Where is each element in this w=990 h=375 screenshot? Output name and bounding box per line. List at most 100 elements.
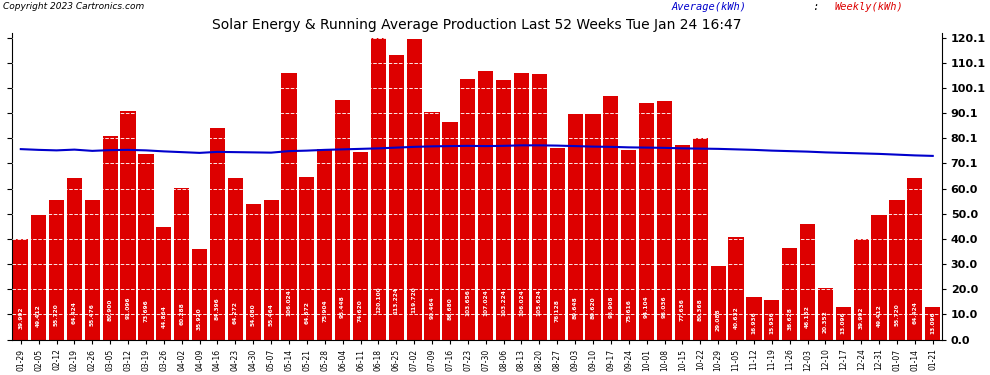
Text: 55.720: 55.720 [895, 303, 900, 326]
Bar [478, 70, 493, 339]
Text: 55.720: 55.720 [54, 303, 59, 326]
Text: 15.936: 15.936 [769, 311, 774, 334]
Text: 120.100: 120.100 [376, 286, 381, 313]
Text: 105.624: 105.624 [537, 289, 542, 316]
Text: Copyright 2023 Cartronics.com: Copyright 2023 Cartronics.com [3, 2, 144, 11]
Text: 75.616: 75.616 [627, 299, 632, 322]
Text: 55.476: 55.476 [90, 303, 95, 326]
Bar [818, 288, 833, 339]
Bar [657, 101, 672, 339]
Bar [603, 96, 619, 339]
Text: 20.352: 20.352 [823, 310, 828, 333]
Text: 54.080: 54.080 [250, 303, 255, 326]
Text: 40.632: 40.632 [734, 306, 739, 329]
Bar [139, 154, 153, 339]
Text: 64.424: 64.424 [913, 301, 918, 324]
Text: 29.088: 29.088 [716, 309, 721, 331]
Text: 90.464: 90.464 [430, 296, 435, 319]
Bar [425, 112, 440, 339]
Text: 64.272: 64.272 [233, 301, 238, 324]
Bar [335, 100, 350, 339]
Bar [103, 136, 118, 339]
Bar [621, 150, 637, 339]
Text: 77.636: 77.636 [680, 298, 685, 321]
Bar [121, 111, 136, 339]
Bar [246, 204, 260, 339]
Bar [836, 307, 851, 339]
Text: 89.620: 89.620 [590, 296, 596, 319]
Text: 36.628: 36.628 [787, 307, 792, 330]
Text: 35.920: 35.920 [197, 307, 202, 330]
Text: 106.024: 106.024 [286, 289, 291, 316]
Text: 64.672: 64.672 [304, 301, 310, 324]
Bar [31, 215, 47, 339]
Bar [782, 248, 797, 339]
Text: 39.992: 39.992 [18, 306, 24, 329]
Bar [407, 39, 422, 339]
Text: Weekly(kWh): Weekly(kWh) [835, 2, 904, 12]
Bar [85, 200, 100, 339]
Text: 13.096: 13.096 [931, 312, 936, 334]
Bar [639, 103, 654, 339]
Bar [66, 178, 82, 339]
Text: 113.224: 113.224 [394, 287, 399, 314]
Bar [800, 224, 815, 339]
Bar [496, 80, 511, 339]
Text: 84.396: 84.396 [215, 297, 220, 320]
Text: Average(kWh): Average(kWh) [672, 2, 747, 12]
Text: 55.464: 55.464 [268, 303, 273, 326]
Bar [532, 74, 546, 339]
Bar [711, 267, 726, 339]
Text: 91.096: 91.096 [126, 296, 131, 319]
Bar [389, 55, 404, 339]
Text: 73.696: 73.696 [144, 300, 148, 322]
Text: 49.412: 49.412 [876, 304, 882, 327]
Text: 64.424: 64.424 [72, 301, 77, 324]
Bar [764, 300, 779, 339]
Bar [925, 307, 940, 339]
Text: 74.620: 74.620 [358, 299, 363, 322]
Text: 89.648: 89.648 [572, 296, 577, 319]
Bar [352, 152, 368, 339]
Bar [210, 128, 225, 339]
Text: 39.992: 39.992 [858, 306, 863, 329]
Bar [299, 177, 315, 339]
Bar [746, 297, 761, 339]
Text: 107.024: 107.024 [483, 289, 488, 315]
Text: 95.448: 95.448 [341, 295, 346, 318]
Text: 16.936: 16.936 [751, 311, 756, 334]
Text: 86.680: 86.680 [447, 297, 452, 320]
Bar [49, 200, 64, 339]
Text: 94.104: 94.104 [644, 296, 649, 318]
Text: 44.864: 44.864 [161, 305, 166, 328]
Bar [693, 138, 708, 339]
Text: 75.904: 75.904 [323, 299, 328, 322]
Text: 96.908: 96.908 [609, 295, 614, 318]
Title: Solar Energy & Running Average Production Last 52 Weeks Tue Jan 24 16:47: Solar Energy & Running Average Productio… [212, 18, 742, 32]
Text: 95.036: 95.036 [662, 296, 667, 318]
Bar [567, 114, 583, 339]
Bar [13, 239, 29, 339]
Bar [174, 188, 189, 339]
Bar [317, 149, 333, 339]
Bar [853, 239, 869, 339]
Text: 119.720: 119.720 [412, 286, 417, 313]
Text: 80.900: 80.900 [108, 298, 113, 321]
Bar [443, 122, 457, 339]
Bar [889, 200, 905, 339]
Text: 76.128: 76.128 [554, 299, 559, 322]
Bar [192, 249, 207, 339]
Text: 80.368: 80.368 [698, 298, 703, 321]
Bar [371, 38, 386, 339]
Text: 49.412: 49.412 [37, 304, 42, 327]
Bar [281, 73, 297, 339]
Bar [871, 215, 887, 339]
Bar [156, 227, 171, 339]
Bar [228, 178, 243, 339]
Bar [729, 237, 743, 339]
Text: 103.656: 103.656 [465, 290, 470, 316]
Bar [263, 200, 279, 339]
Bar [549, 148, 565, 339]
Bar [460, 79, 475, 339]
Bar [514, 73, 529, 339]
